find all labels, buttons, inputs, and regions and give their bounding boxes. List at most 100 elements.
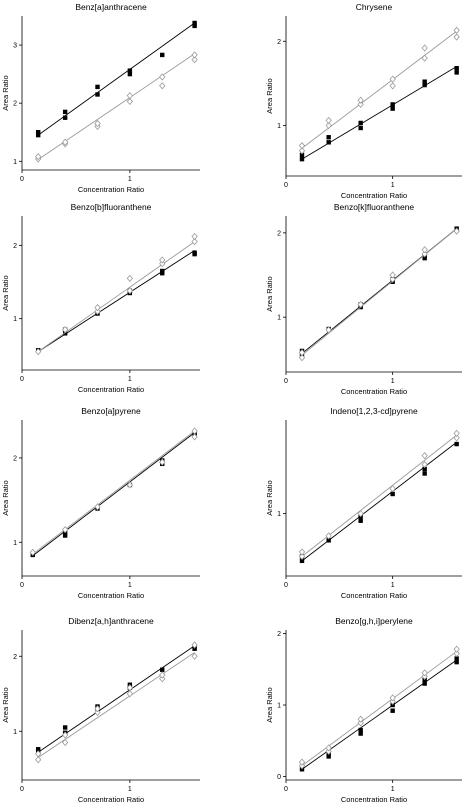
panel-benz-a-anthracene-series-square-point	[62, 115, 68, 120]
panel-dibenz-a-h-anthracene-series-diamond-point	[191, 652, 198, 660]
panel-benzo-g-h-i-perylene-ylabel: Area Ratio	[265, 687, 274, 722]
panel-benzo-b-fluoranthene-series-diamond-point	[191, 238, 198, 246]
panel-benz-a-anthracene-series-square-point	[192, 23, 197, 29]
panel-benzo-a-pyrene-series-diamond-point	[126, 481, 134, 489]
panel-benzo-a-pyrene-series-square-fit-line	[32, 432, 195, 557]
panel-benzo-a-pyrene-y-tick-label: 2	[13, 455, 17, 462]
panel-dibenz-a-h-anthracene-series-diamond	[35, 641, 198, 764]
panel-benzo-b-fluoranthene-series-diamond-point	[191, 232, 198, 241]
panel-benzo-g-h-i-perylene-y-tick-label: 1	[277, 703, 281, 710]
panel-dibenz-a-h-anthracene-series-diamond-point	[62, 731, 69, 739]
panel-dibenz-a-h-anthracene-y-tick-label: 1	[13, 729, 17, 736]
panel-benzo-b-fluoranthene-series-diamond-point	[94, 307, 101, 315]
panel-chrysene-series-diamond-fit-line	[301, 30, 457, 149]
panel-benzo-k-fluoranthene-y-tick-label: 1	[277, 315, 281, 322]
panel-indeno-1-2-3-cd-pyrene-x-tick-label: 1	[391, 582, 395, 589]
panel-chrysene-series-diamond-point	[357, 96, 364, 104]
panel-benz-a-anthracene-x-tick-label: 0	[20, 176, 24, 183]
panel-chrysene-series-square-point	[454, 70, 459, 75]
panel-benzo-b-fluoranthene-series-square-point	[192, 250, 197, 255]
panel-benzo-k-fluoranthene-series-diamond-point	[298, 348, 306, 357]
panel-benzo-a-pyrene-x-tick-label: 1	[128, 582, 132, 589]
panel-benzo-a-pyrene-xlabel: Concentration Ratio	[78, 591, 144, 600]
panel-benz-a-anthracene-series-square	[35, 20, 197, 138]
panel-chrysene-axes	[285, 16, 462, 177]
panel-indeno-1-2-3-cd-pyrene-x-tick-label: 0	[284, 582, 288, 589]
panel-benzo-b-fluoranthene-series-diamond-fit-line	[37, 241, 195, 353]
panel-benz-a-anthracene-title: Benz[a]anthracene	[75, 2, 147, 12]
panel-benzo-a-pyrene-series-diamond-point	[62, 526, 69, 534]
panel-dibenz-a-h-anthracene-axes	[21, 630, 200, 781]
panel-benzo-g-h-i-perylene-series-square-point	[422, 681, 427, 686]
panel-chrysene-series-diamond-point	[453, 26, 460, 34]
panel-benz-a-anthracene-series-diamond-point	[191, 55, 198, 64]
panel-benzo-b-fluoranthene: Benzo[b]fluoranthene 0 1 1 2 Concentration Ra…	[1, 202, 200, 394]
panel-benzo-a-pyrene-series-diamond-point	[29, 548, 36, 556]
panel-chrysene-y-tick-label: 1	[277, 123, 281, 130]
panel-chrysene-y-tick-label: 2	[277, 39, 281, 46]
panel-dibenz-a-h-anthracene-series-diamond-fit-line	[37, 652, 195, 758]
panel-benzo-a-pyrene-ylabel: Area Ratio	[1, 480, 10, 515]
panel-indeno-1-2-3-cd-pyrene-series-diamond-point	[421, 452, 428, 460]
panel-benz-a-anthracene-series-diamond-point	[94, 119, 101, 128]
panel-chrysene-series-square-point	[326, 135, 331, 140]
panel-benz-a-anthracene-series-diamond-point	[159, 73, 166, 81]
panel-benz-a-anthracene-series-square-point	[192, 20, 197, 26]
panel-benz-a-anthracene-y-tick-label: 3	[13, 43, 17, 50]
panel-benz-a-anthracene-x-tick-label: 1	[128, 176, 132, 183]
panel-chrysene-series-diamond-point	[453, 33, 460, 41]
panel-benzo-g-h-i-perylene-series-square	[299, 656, 459, 772]
panel-indeno-1-2-3-cd-pyrene-series-diamond-point	[453, 434, 460, 442]
panel-benzo-g-h-i-perylene-series-square-point	[358, 727, 363, 733]
panel-indeno-1-2-3-cd-pyrene-series-diamond-point	[453, 429, 460, 437]
panel-benzo-k-fluoranthene-x-tick-label: 0	[284, 378, 288, 385]
panel-benzo-b-fluoranthene-series-diamond-point	[62, 326, 69, 334]
panel-benzo-k-fluoranthene-xlabel: Concentration Ratio	[341, 387, 407, 396]
panel-benz-a-anthracene-series-diamond-point	[126, 97, 134, 106]
panel-benzo-g-h-i-perylene-x-tick-label: 1	[391, 786, 395, 793]
panel-indeno-1-2-3-cd-pyrene-series-diamond-point	[389, 485, 396, 493]
panel-benz-a-anthracene-series-square-point	[160, 52, 165, 58]
panel-benzo-a-pyrene-series-diamond-point	[94, 503, 101, 511]
panel-dibenz-a-h-anthracene-x-tick-label: 1	[128, 786, 132, 793]
panel-benzo-b-fluoranthene-x-tick-label: 1	[128, 376, 132, 383]
panel-dibenz-a-h-anthracene-xlabel: Concentration Ratio	[78, 795, 144, 804]
panel-benzo-b-fluoranthene-series-diamond-point	[126, 287, 134, 295]
panel-benz-a-anthracene-series-square-point	[127, 71, 133, 77]
panel-benzo-g-h-i-perylene-series-diamond-point	[453, 649, 460, 658]
panel-benzo-a-pyrene-series-diamond-point	[191, 433, 198, 441]
panel-benz-a-anthracene-series-diamond-point	[191, 51, 198, 59]
panel-benzo-k-fluoranthene-ylabel: Area Ratio	[265, 276, 274, 311]
panel-chrysene-series-diamond	[298, 26, 460, 155]
panel-benzo-a-pyrene-series-diamond-point	[191, 427, 198, 435]
panel-indeno-1-2-3-cd-pyrene-series-diamond-point	[298, 552, 306, 560]
panel-chrysene-series-diamond-point	[298, 142, 306, 150]
panel-dibenz-a-h-anthracene-series-diamond-point	[35, 750, 42, 758]
panel-indeno-1-2-3-cd-pyrene-series-diamond-point	[298, 548, 306, 556]
panel-benzo-k-fluoranthene-axes	[285, 216, 462, 373]
panel-benzo-g-h-i-perylene: Benzo[g,h,i]perylene 0 1 0 1 2 Concentration R…	[265, 616, 462, 804]
panel-dibenz-a-h-anthracene-series-diamond-point	[126, 684, 134, 692]
panel-indeno-1-2-3-cd-pyrene-series-diamond	[298, 429, 460, 560]
panel-benzo-b-fluoranthene-x-tick-label: 0	[20, 376, 24, 383]
panel-indeno-1-2-3-cd-pyrene-y-tick-label: 1	[277, 511, 281, 518]
panel-chrysene-series-diamond-point	[325, 121, 332, 130]
panel-benz-a-anthracene-series-square-point	[95, 92, 100, 97]
panel-chrysene-series-square-point	[326, 140, 331, 145]
panel-indeno-1-2-3-cd-pyrene-series-square-point	[422, 471, 427, 476]
panel-benz-a-anthracene-series-diamond-point	[159, 82, 166, 90]
panel-benz-a-anthracene-series-square-point	[35, 130, 41, 135]
panel-chrysene-xlabel: Concentration Ratio	[341, 191, 407, 200]
panel-indeno-1-2-3-cd-pyrene-ylabel: Area Ratio	[265, 480, 274, 515]
panel-benzo-k-fluoranthene-series-diamond-point	[357, 300, 364, 309]
panel-benzo-g-h-i-perylene-series-square-fit-line	[301, 659, 457, 770]
panel-benzo-k-fluoranthene-series-diamond-point	[453, 227, 460, 235]
panel-dibenz-a-h-anthracene-x-tick-label: 0	[20, 786, 24, 793]
panel-benzo-a-pyrene-series-square-point	[62, 533, 68, 538]
panel-benz-a-anthracene-series-square-point	[35, 132, 41, 138]
panel-benzo-k-fluoranthene-series-diamond-point	[298, 354, 306, 362]
panel-indeno-1-2-3-cd-pyrene-series-diamond-point	[325, 532, 332, 540]
panel-chrysene-series-square-point	[390, 106, 395, 111]
panel-indeno-1-2-3-cd-pyrene: Indeno[1,2,3-cd]pyrene 0 1 1 Concentration R…	[265, 406, 462, 600]
panel-benz-a-anthracene-series-diamond-point	[35, 153, 42, 161]
